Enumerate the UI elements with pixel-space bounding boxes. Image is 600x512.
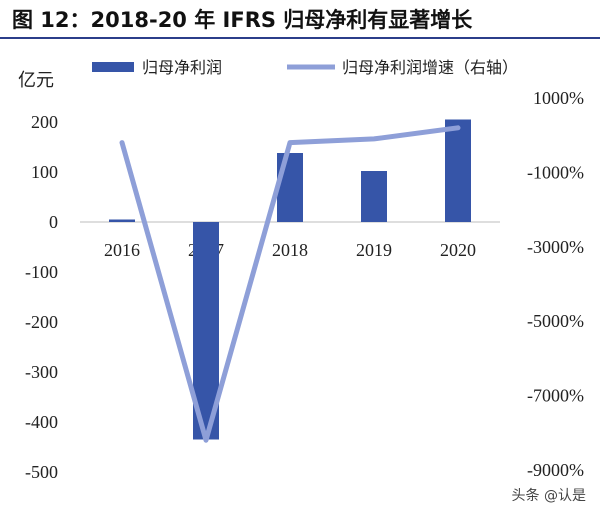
title-underline <box>0 37 600 39</box>
chart-title: 图 12：2018-20 年 IFRS 归母净利有显著增长 <box>12 8 473 32</box>
y-tick-label: -300 <box>25 362 58 382</box>
x-tick-label: 2018 <box>272 240 308 260</box>
watermark: 头条 @认是 <box>507 484 590 506</box>
y-tick-label: -100 <box>25 262 58 282</box>
y2-tick-label: 1000% <box>533 88 584 108</box>
bar-2016 <box>109 219 135 222</box>
x-tick-label: 2019 <box>356 240 392 260</box>
bar-2020 <box>445 119 471 222</box>
y-axis-unit: 亿元 <box>18 70 54 91</box>
axis-layer: 亿元 200 100 0 -100 -200 -300 -400 -500 1000% -1000%… <box>18 70 584 482</box>
y-tick-label: 0 <box>49 212 58 232</box>
y2-tick-label: -9000% <box>527 460 584 480</box>
bar-series <box>109 119 471 440</box>
y2-tick-label: -1000% <box>527 162 584 182</box>
legend-label-bar: 归母净利润 <box>142 58 222 77</box>
y2-tick-label: -5000% <box>527 311 584 331</box>
legend: 归母净利润 归母净利润增速（右轴） <box>92 58 518 77</box>
y-tick-label: -400 <box>25 412 58 432</box>
bar-2019 <box>361 171 387 222</box>
x-tick-label: 2020 <box>440 240 476 260</box>
y-tick-label: -200 <box>25 312 58 332</box>
legend-label-line: 归母净利润增速（右轴） <box>342 58 518 77</box>
line-series <box>119 125 461 443</box>
x-tick-label: 2016 <box>104 240 140 260</box>
legend-swatch-bar <box>92 62 134 72</box>
y2-tick-label: -7000% <box>527 386 584 406</box>
y-tick-label: -500 <box>25 462 58 482</box>
y-tick-label: 100 <box>31 162 58 182</box>
y-tick-label: 200 <box>31 112 58 132</box>
bar-2018 <box>277 153 303 222</box>
y2-tick-label: -3000% <box>527 237 584 257</box>
